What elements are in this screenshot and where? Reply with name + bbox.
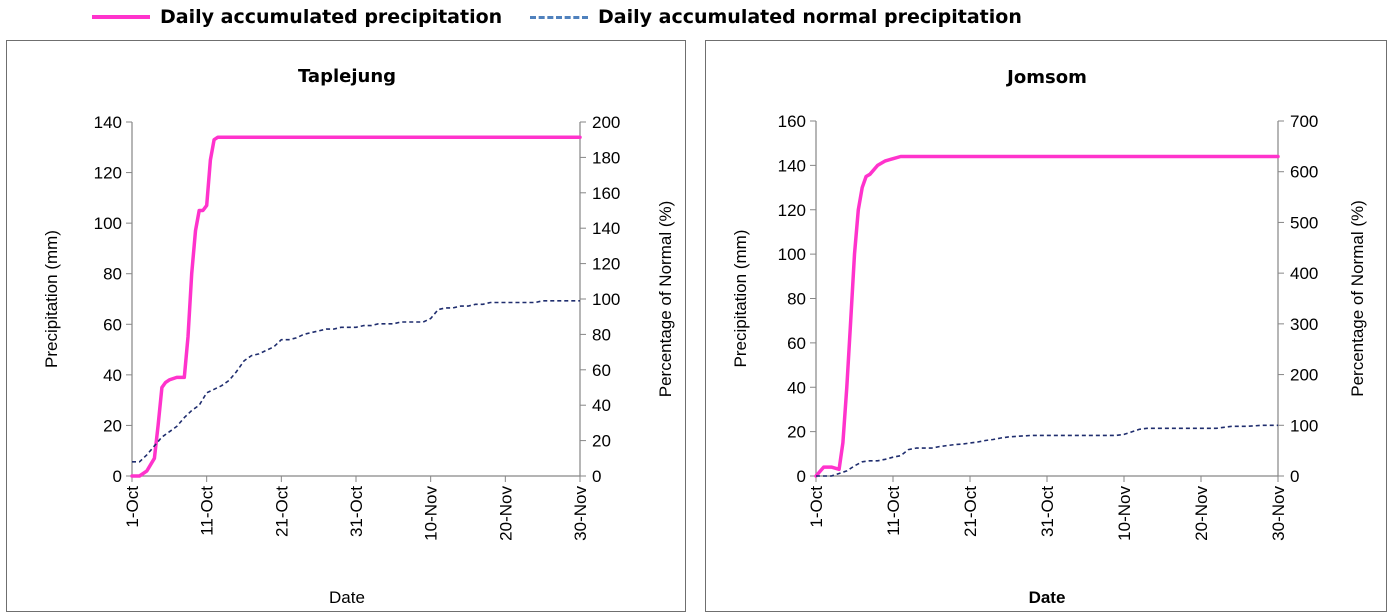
chart-legend: Daily accumulated precipitation Daily ac…	[0, 0, 1393, 34]
x-axis-label: Date	[329, 588, 365, 607]
y2-tick-label: 100	[592, 290, 620, 309]
y2-tick-label: 100	[1290, 416, 1318, 435]
y2-tick-label: 700	[1290, 112, 1318, 131]
y2-tick-label: 160	[592, 184, 620, 203]
chart-title: Taplejung	[298, 66, 396, 87]
y2-axis-label: Percentage of Normal (%)	[1348, 200, 1367, 397]
y-tick-label: 80	[103, 265, 122, 284]
y2-tick-label: 0	[1290, 467, 1299, 486]
x-tick-label: 30-Nov	[1269, 486, 1288, 541]
y2-tick-label: 200	[592, 113, 620, 132]
y-tick-label: 40	[103, 366, 122, 385]
chart-panel-taplejung: Taplejung 0 20 40 60 80 100 120 140 0 20 40 60 80 100 1…	[6, 40, 686, 612]
y2-tick-label: 600	[1290, 163, 1318, 182]
x-tick-label: 21-Oct	[961, 486, 980, 537]
legend-label-normal: Daily accumulated normal precipitation	[598, 6, 1022, 28]
legend-item-normal: Daily accumulated normal precipitation	[530, 4, 1022, 30]
legend-swatch-precip	[92, 15, 150, 19]
series-normal-line	[816, 424, 1278, 477]
x-tick-label: 10-Nov	[422, 486, 441, 541]
y2-tick-label: 400	[1290, 264, 1318, 283]
y-tick-label: 120	[778, 201, 806, 220]
chart-svg-jomsom: Jomsom 0 20 40 60 80 100 120 140 160 0 100 200 300 400…	[731, 67, 1367, 607]
y-tick-label: 140	[94, 113, 122, 132]
legend-item-precip: Daily accumulated precipitation	[92, 4, 502, 30]
legend-label-precip: Daily accumulated precipitation	[160, 6, 503, 28]
x-tick-label: 11-Oct	[198, 486, 217, 536]
x-tick-label: 30-Nov	[571, 486, 590, 541]
x-axis-label: Date	[1029, 588, 1066, 607]
y2-tick-label: 200	[1290, 366, 1318, 385]
legend-swatch-normal	[530, 15, 588, 19]
y-tick-label: 160	[778, 112, 806, 131]
x-tick-label: 20-Nov	[496, 486, 515, 541]
series-precipitation-line	[130, 135, 582, 478]
y-tick-label: 40	[787, 378, 806, 397]
x-tick-label: 21-Oct	[272, 486, 291, 537]
y-axis-label: Precipitation (mm)	[731, 230, 750, 368]
y2-tick-label: 300	[1290, 315, 1318, 334]
y-tick-label: 140	[778, 156, 806, 175]
y-tick-label: 120	[94, 164, 122, 183]
x-tick-label: 20-Nov	[1192, 486, 1211, 541]
y2-tick-label: 40	[592, 396, 611, 415]
x-tick-label: 11-Oct	[884, 486, 903, 536]
y-tick-label: 80	[787, 290, 806, 309]
x-tick-label: 1-Oct	[123, 486, 142, 528]
y2-tick-label: 140	[592, 219, 620, 238]
y-tick-label: 0	[797, 467, 806, 486]
y2-tick-label: 0	[592, 467, 601, 486]
y-tick-label: 0	[113, 467, 122, 486]
series-precipitation-line	[814, 154, 1280, 478]
y-tick-label: 60	[103, 315, 122, 334]
y2-tick-label: 180	[592, 148, 620, 167]
y2-tick-label: 20	[592, 432, 611, 451]
y-tick-label: 100	[94, 214, 122, 233]
y2-axis-label: Percentage of Normal (%)	[656, 201, 675, 398]
y2-tick-label: 80	[592, 325, 611, 344]
chart-panel-jomsom: Jomsom 0 20 40 60 80 100 120 140 160 0 100 200 300 400…	[705, 40, 1387, 612]
y2-tick-label: 60	[592, 361, 611, 380]
x-tick-label: 31-Oct	[1038, 486, 1057, 537]
y2-tick-label: 120	[592, 255, 620, 274]
y-tick-label: 60	[787, 334, 806, 353]
chart-title: Jomsom	[1005, 67, 1087, 88]
y-tick-label: 100	[778, 245, 806, 264]
y-axis-label: Precipitation (mm)	[42, 230, 61, 368]
x-tick-label: 31-Oct	[347, 486, 366, 537]
x-tick-label: 10-Nov	[1115, 486, 1134, 541]
y-tick-label: 20	[103, 416, 122, 435]
series-normal-line	[132, 299, 580, 463]
y2-tick-label: 500	[1290, 213, 1318, 232]
y-tick-label: 20	[787, 423, 806, 442]
chart-svg-taplejung: Taplejung 0 20 40 60 80 100 120 140 0 20 40 60 80 100 1…	[42, 66, 675, 607]
x-tick-label: 1-Oct	[807, 486, 826, 528]
